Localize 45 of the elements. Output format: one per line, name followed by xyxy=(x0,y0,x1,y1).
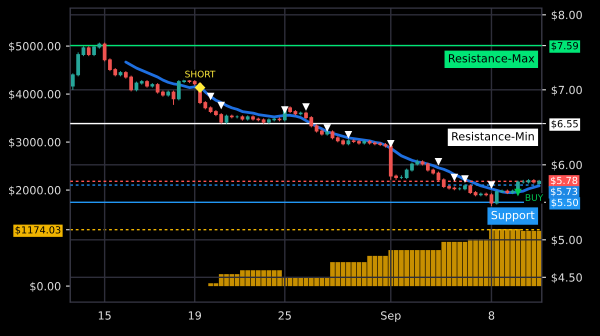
candlestick xyxy=(176,80,181,101)
point xyxy=(488,181,496,189)
candlestick xyxy=(129,75,134,92)
y-tick-label: $8.00 xyxy=(552,10,582,21)
point xyxy=(461,175,469,183)
candlestick xyxy=(172,90,176,106)
point xyxy=(206,92,214,100)
x-tick-label: 8 xyxy=(488,311,494,320)
y2-tick-label: $5000.00 xyxy=(9,42,60,52)
point xyxy=(281,106,289,114)
ref-line-label: $5.73 xyxy=(550,188,578,196)
y-tick-label: $5.00 xyxy=(552,236,582,246)
y2-tick-label: $1174.03 xyxy=(16,226,60,235)
y-tick-label: $6.55 xyxy=(552,120,578,129)
y2-tick-label: $0.00 xyxy=(30,282,60,292)
ref-line-label: Support xyxy=(492,210,534,222)
y2-tick-label: $2000.00 xyxy=(9,186,60,196)
y2-tick-label: $3000.00 xyxy=(9,138,60,148)
point xyxy=(323,124,331,132)
y-tick-label: $7.59 xyxy=(552,42,578,51)
y-tick-label: $4.50 xyxy=(552,273,582,284)
candlestick xyxy=(224,114,228,124)
x-tick-label: 19 xyxy=(188,311,202,320)
ref-line-label: $5.78 xyxy=(550,176,578,186)
point xyxy=(514,188,522,196)
ref-line-label: Resistance-Max xyxy=(448,54,534,62)
y-tick-label: $6.00 xyxy=(552,160,582,171)
point xyxy=(386,140,395,148)
point xyxy=(344,131,352,139)
candlestick xyxy=(86,46,91,57)
ref-line-label: Resistance-Min xyxy=(452,132,534,140)
y-tick-label: $7.00 xyxy=(552,86,582,96)
x-tick-label: 25 xyxy=(278,311,291,320)
series-label: BUY xyxy=(526,194,544,201)
y2-tick-label: $4000.00 xyxy=(9,90,60,100)
y-tick-label: $5.50 xyxy=(552,198,578,208)
point xyxy=(434,158,442,166)
point xyxy=(217,102,226,110)
x-tick-label: Sep xyxy=(381,311,401,322)
series-label: SHORT xyxy=(185,70,216,78)
point xyxy=(194,82,206,93)
point xyxy=(302,103,310,111)
point xyxy=(450,174,458,182)
x-tick-label: 15 xyxy=(98,311,111,320)
candlestick xyxy=(70,72,75,90)
